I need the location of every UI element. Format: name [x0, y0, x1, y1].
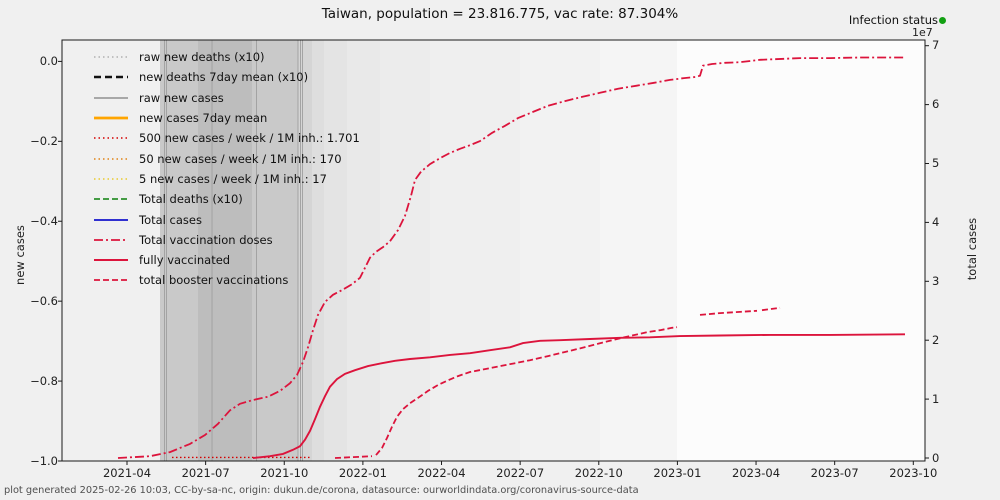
left-axis-tick: 0.0	[39, 53, 58, 68]
x-axis-tick: 2023-04	[732, 466, 781, 480]
legend-item: Total deaths (x10)	[93, 189, 360, 209]
infection-status-band	[677, 40, 925, 461]
legend-line-sample	[94, 238, 128, 241]
legend-label: new cases 7day mean	[139, 111, 268, 126]
series-total-vaccination-doses	[117, 56, 905, 459]
x-axis-tick: 2022-10	[574, 466, 623, 480]
legend-label: 500 new cases / week / 1M inh.: 1.701	[139, 131, 360, 146]
infection-status-band	[252, 40, 298, 461]
infection-status-band	[62, 40, 160, 461]
axes-frame	[61, 39, 926, 462]
right-axis-offset-label: 1e7	[912, 26, 933, 39]
legend-item: new deaths 7day mean (x10)	[93, 67, 360, 87]
x-axis-tick: 2022-07	[496, 466, 545, 480]
right-axis-tick: 4	[932, 214, 940, 229]
infection-status-dot	[939, 17, 946, 24]
infection-status-band	[520, 40, 600, 461]
x-axis-tick: 2021-07	[181, 466, 230, 480]
x-axis-tick: 2021-04	[102, 466, 152, 480]
series-total-booster-vaccinations	[699, 309, 758, 316]
legend-item: new cases 7day mean	[93, 108, 360, 128]
left-axis-tick: −1.0	[30, 453, 58, 468]
series-fully-vaccinated	[252, 333, 906, 459]
infection-status-band	[324, 40, 347, 461]
legend-label: Total deaths (x10)	[139, 192, 243, 207]
legend-label: fully vaccinated	[139, 253, 231, 268]
legend-item: 5 new cases / week / 1M inh.: 17	[93, 169, 360, 189]
left-axis-tick: −0.2	[30, 133, 58, 148]
x-axis-tick: 2023-07	[810, 466, 859, 480]
infection-status-band	[298, 40, 312, 461]
infection-status-band	[198, 40, 252, 461]
legend-item: total booster vaccinations	[93, 270, 360, 290]
x-axis-tick: 2022-04	[417, 466, 466, 480]
legend-label: 5 new cases / week / 1M inh.: 17	[139, 171, 327, 186]
legend-line-sample	[94, 137, 128, 140]
left-axis-tick: −0.4	[30, 213, 58, 228]
legend-item: raw new deaths (x10)	[93, 47, 360, 67]
legend-item: 50 new cases / week / 1M inh.: 170	[93, 148, 360, 168]
legend-line-sample	[94, 76, 128, 79]
infection-status-band	[600, 40, 677, 461]
right-axis-tick: 5	[932, 156, 940, 170]
legend-item: 500 new cases / week / 1M inh.: 1.701	[93, 128, 360, 148]
legend-line-sample	[94, 56, 128, 58]
infection-status-label: Infection status	[848, 13, 938, 27]
legend-item: Total vaccination doses	[93, 230, 360, 250]
legend-line-sample	[94, 178, 128, 180]
right-axis-tick: 1	[932, 391, 940, 406]
x-axis-tick: 2022-01	[338, 466, 387, 480]
infection-status-band	[347, 40, 380, 461]
legend-line-sample	[94, 157, 128, 160]
right-axis-tick: 0	[932, 450, 940, 465]
footer-credit: plot generated 2025-02-26 10:03, CC-by-s…	[4, 485, 639, 496]
x-axis-tick: 2021-10	[260, 466, 309, 480]
x-axis-tick: 2023-10	[889, 466, 938, 480]
legend-item: Total cases	[93, 209, 360, 229]
right-axis-tick: 3	[932, 273, 940, 288]
infection-status-band	[430, 40, 520, 461]
right-axis-label: total cases	[965, 217, 979, 281]
right-axis-tick: 2	[932, 332, 940, 347]
chart-title: Taiwan, population = 23.816.775, vac rat…	[321, 6, 679, 22]
right-axis-tick: 6	[932, 97, 940, 112]
legend-line-sample	[94, 116, 128, 120]
legend-label: raw new cases	[139, 90, 224, 105]
legend-item: raw new cases	[93, 88, 360, 108]
left-axis-tick: −0.8	[30, 373, 58, 388]
legend-line-sample	[94, 259, 128, 262]
legend-line-sample	[94, 198, 128, 201]
legend-label: Total vaccination doses	[139, 232, 273, 247]
legend-label: 50 new cases / week / 1M inh.: 170	[139, 151, 342, 166]
legend-label: raw new deaths (x10)	[139, 50, 265, 65]
infection-status-band	[312, 40, 324, 461]
right-axis-tick: 7	[932, 38, 940, 53]
legend-label: total booster vaccinations	[139, 273, 289, 288]
legend: raw new deaths (x10) new deaths 7day mean…	[93, 47, 360, 291]
infection-status-band	[380, 40, 430, 461]
series-total-booster-vaccinations	[375, 326, 678, 456]
legend-line-sample	[94, 279, 128, 282]
legend-label: Total cases	[139, 212, 202, 227]
legend-line-sample	[94, 218, 128, 221]
legend-label: new deaths 7day mean (x10)	[139, 70, 309, 85]
x-axis-tick: 2023-01	[653, 466, 702, 480]
left-axis-tick: −0.6	[30, 293, 58, 308]
series-total-booster-vaccinations	[761, 306, 781, 312]
legend-item: fully vaccinated	[93, 250, 360, 270]
legend-line-sample	[94, 97, 128, 99]
